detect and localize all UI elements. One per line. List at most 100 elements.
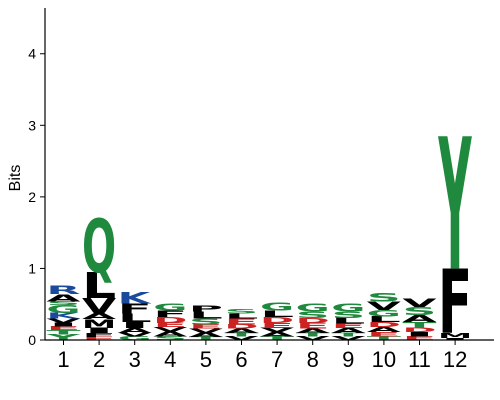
logo-letter-l: L <box>367 315 401 324</box>
logo-letter-l: L <box>118 312 152 326</box>
logo-letter-a: A <box>402 313 437 325</box>
logo-letter-y: Y <box>45 333 80 342</box>
x-tick-label: 8 <box>307 347 319 372</box>
logo-letter-e: E <box>189 323 223 330</box>
logo-letter-y: Y <box>438 101 472 312</box>
logo-letter-l: L <box>331 316 365 325</box>
logo-letter-l: L <box>224 312 258 320</box>
logo-letter-k: K <box>118 289 152 308</box>
logo-letter-e: E <box>367 331 401 338</box>
x-tick-label: 1 <box>57 347 69 372</box>
logo-letter-v: V <box>153 326 188 333</box>
logo-letter-t: T <box>189 336 224 341</box>
logo-letter-e: E <box>331 323 365 330</box>
logo-letter-i: I <box>82 326 116 335</box>
logo-letter-e: E <box>296 322 330 331</box>
logo-letter-i: I <box>46 322 80 328</box>
logo-letter-a: A <box>296 328 331 335</box>
y-tick-label: 0 <box>28 332 36 348</box>
logo-letter-m: M <box>438 331 472 339</box>
logo-letter-d: D <box>296 317 330 325</box>
x-ticks: 1 2 3 4 5 6 7 8 9 10 11 12 <box>57 340 467 372</box>
y-tick-label: 4 <box>28 46 36 62</box>
logo-letter-t: T <box>331 332 366 338</box>
logo-letter-l: L <box>82 265 116 306</box>
logo-letter-v: V <box>331 336 366 342</box>
logo-letter-g: G <box>153 302 187 313</box>
logo-letter-m: M <box>82 317 116 331</box>
logo-letter-s: S <box>224 308 258 315</box>
logo-letter-d: D <box>153 315 187 324</box>
logo-letter-a: A <box>367 326 402 334</box>
logo-letter-v: V <box>402 296 436 310</box>
logo-letter-d: D <box>224 323 258 330</box>
logo-letter-g: G <box>331 302 365 314</box>
x-tick-label: 9 <box>342 347 354 372</box>
logo-letter-a: A <box>224 328 259 335</box>
logo-letter-e: E <box>46 326 80 332</box>
logo-letter-e: E <box>260 322 294 330</box>
logo-letter-t: T <box>46 329 81 336</box>
logo-letter-a: A <box>46 292 81 304</box>
logo-letter-s: S <box>331 310 365 320</box>
logo-letter-s: S <box>153 335 187 341</box>
logo-letter-l: L <box>260 309 294 319</box>
y-tick-label: 2 <box>28 189 36 205</box>
logo-stacks: YTEIVKGSAREFIMAVLQGVAILFKSAVEDFGTAVESLPV… <box>45 101 472 354</box>
logo-letter-d: D <box>367 321 401 329</box>
logo-letter-s: S <box>189 317 223 326</box>
logo-letter-a: A <box>189 332 224 339</box>
logo-letter-d: D <box>402 327 436 334</box>
logo-letter-e: E <box>82 336 116 341</box>
logo-letter-v: V <box>82 294 116 319</box>
x-tick-label: 7 <box>271 347 283 372</box>
logo-letter-f: F <box>82 333 116 339</box>
logo-letter-g: G <box>46 303 80 315</box>
logo-letter-r: R <box>46 283 80 297</box>
logo-letter-v: V <box>367 299 401 313</box>
x-tick-label: 12 <box>443 347 467 372</box>
logo-letter-s: S <box>46 300 80 306</box>
y-tick-label: 1 <box>28 260 36 276</box>
x-tick-label: 2 <box>93 347 105 372</box>
x-tick-label: 3 <box>129 347 141 372</box>
logo-letter-f: F <box>438 250 472 353</box>
logo-letter-t: T <box>367 336 402 342</box>
logo-letter-g: G <box>118 335 152 341</box>
x-tick-label: 4 <box>164 347 176 372</box>
logo-letter-g: G <box>367 308 401 318</box>
logo-letter-v: V <box>118 332 153 338</box>
logo-letter-p: P <box>189 304 223 313</box>
y-ticks: 0 1 2 3 4 <box>28 46 45 348</box>
logo-letter-e: E <box>402 336 436 342</box>
logo-letter-v: V <box>224 336 259 342</box>
logo-letter-g: G <box>296 302 330 314</box>
logo-letter-t: T <box>224 332 259 338</box>
x-tick-label: 6 <box>235 347 247 372</box>
logo-letter-a: A <box>82 312 117 321</box>
logo-letter-f: F <box>118 301 152 317</box>
x-tick-label: 11 <box>408 347 431 372</box>
logo-letter-k: K <box>46 312 81 321</box>
logo-letter-s: S <box>402 305 436 318</box>
logo-letter-t: T <box>296 332 331 338</box>
logo-letter-s: S <box>367 291 401 305</box>
x-tick-label: 10 <box>372 347 396 372</box>
logo-letter-a: A <box>118 327 153 335</box>
logo-letter-v: V <box>260 327 295 334</box>
y-tick-label: 3 <box>28 117 36 133</box>
logo-letter-s: S <box>296 310 330 320</box>
logo-letter-l: L <box>189 310 223 321</box>
logo-letter-d: D <box>260 315 294 324</box>
logo-letter-q: Q <box>82 204 116 290</box>
logo-letter-t: T <box>260 336 295 342</box>
logo-letter-i: I <box>118 321 152 330</box>
logo-letter-e: E <box>153 322 187 329</box>
y-axis-label: Bits <box>7 165 24 192</box>
logo-letter-i: I <box>402 331 436 338</box>
logo-letter-t: T <box>402 321 437 330</box>
logo-letter-g: G <box>260 301 294 313</box>
x-tick-label: 5 <box>200 347 212 372</box>
